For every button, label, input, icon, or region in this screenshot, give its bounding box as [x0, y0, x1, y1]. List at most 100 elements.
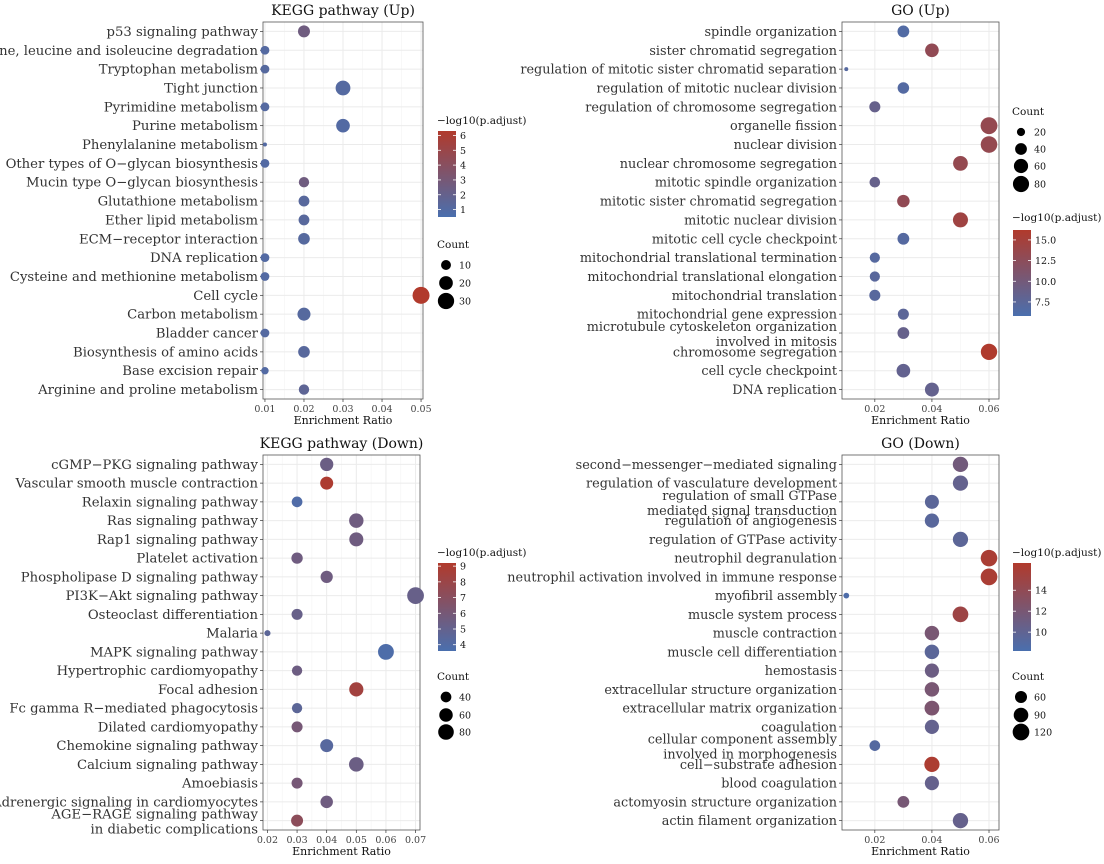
data-point	[952, 606, 969, 623]
y-tick-label-line: regulation of small GTPase	[662, 489, 837, 504]
data-point	[952, 475, 969, 491]
data-point	[924, 756, 940, 772]
y-tick-label: mitochondrial translational termination	[580, 251, 837, 266]
color-legend-tick-label: 5	[460, 625, 466, 636]
data-point	[260, 158, 270, 168]
y-tick-label: actin filament organization	[662, 814, 837, 829]
data-point	[925, 43, 939, 58]
y-tick-label: PI3K−Akt signaling pathway	[66, 589, 259, 604]
y-tick-label: blood coagulation	[721, 777, 837, 792]
x-tick-label: 0.04	[316, 835, 337, 846]
y-tick-label: Rap1 signaling pathway	[97, 533, 259, 548]
size-legend: Count 10 20 30	[437, 239, 471, 310]
color-legend-tick-label: 1	[460, 205, 466, 216]
size-legend-key	[1013, 707, 1029, 723]
x-tick-label: 0.02	[864, 835, 885, 846]
data-point	[952, 531, 969, 547]
y-tick-label: Platelet activation	[136, 552, 258, 567]
data-point	[924, 513, 940, 528]
x-axis-label: Enrichment Ratio	[871, 414, 970, 427]
y-tick-label: Malaria	[206, 627, 258, 642]
data-point	[320, 739, 334, 753]
data-point	[260, 328, 270, 338]
plot-area	[842, 22, 999, 399]
size-legend-label: 10	[459, 261, 471, 272]
panel-title: KEGG pathway (Up)	[271, 3, 415, 19]
panel-go_down: GO (Down) second−messenger−mediated signa…	[507, 436, 1101, 858]
y-tick-label-line: microtubule cytoskeleton organization	[587, 320, 837, 335]
data-point	[291, 721, 303, 733]
x-tick-label: 0.02	[257, 835, 278, 846]
data-point	[291, 496, 303, 508]
color-legend-tick-label: 4	[460, 640, 466, 651]
size-legend-title: Count	[437, 671, 470, 683]
data-point	[298, 384, 310, 395]
y-tick-label: extracellular structure organization	[604, 683, 837, 698]
y-tick-label-line: involved in mitosis	[716, 335, 837, 350]
y-tick-label: Osteoclast differentiation	[88, 608, 259, 623]
color-legend-tick-label: 9	[460, 562, 466, 573]
y-tick-label-line: involved in morphogenesis	[663, 748, 837, 763]
x-axis-label: Enrichment Ratio	[871, 845, 970, 858]
x-tick-label: 0.03	[332, 404, 353, 415]
data-point	[869, 740, 881, 751]
x-tick-label: 0.04	[371, 404, 392, 415]
panel-kegg_down: KEGG pathway (Down)cGMP−PKG signaling pa…	[0, 436, 526, 858]
y-tick-label: Mucin type O−glycan biosynthesis	[26, 176, 258, 191]
y-tick-label: neutrophil degranulation	[674, 552, 837, 567]
y-tick-label: mitochondrial translation	[672, 289, 837, 304]
y-tick-label: extracellular matrix organization	[622, 702, 837, 717]
data-point	[869, 101, 881, 113]
y-tick-label: sister chromatid segregation	[649, 44, 837, 59]
data-point	[349, 682, 364, 697]
y-tick-label: Phospholipase D signaling pathway	[21, 570, 259, 585]
y-tick-label: DNA replication	[732, 383, 837, 398]
data-point	[262, 142, 267, 147]
data-point	[924, 700, 940, 716]
data-point	[260, 64, 270, 74]
y-tick-label: nuclear division	[734, 138, 837, 153]
size-legend-key	[440, 691, 452, 703]
y-tick-label: DNA replication	[150, 251, 259, 266]
data-point	[897, 232, 910, 245]
y-tick-label: regulation of angiogenesis	[665, 514, 837, 529]
y-tick-label: Biosynthesis of amino acids	[73, 345, 258, 360]
x-tick-label: 0.02	[864, 404, 885, 415]
data-point	[291, 777, 303, 789]
y-tick-label: Amoebiasis	[181, 777, 258, 792]
data-point	[298, 346, 310, 358]
data-point	[924, 625, 940, 641]
y-tick-label: spindle organization	[704, 25, 837, 40]
y-tick-label: p53 signaling pathway	[107, 25, 259, 40]
y-tick-label: Carbon metabolism	[127, 308, 258, 323]
color-legend-tick-label: 6	[460, 131, 466, 142]
data-point	[298, 177, 310, 188]
y-tick-label: Ether lipid metabolism	[105, 213, 259, 228]
color-legend-tick-label: 3	[460, 175, 466, 186]
y-tick-label: cell−substrate adhesion	[680, 758, 837, 773]
x-tick-label: 0.06	[978, 835, 999, 846]
y-tick-label: mitochondrial translational elongation	[587, 270, 837, 285]
y-tick-label: second−messenger−mediated signaling	[576, 458, 837, 473]
y-tick-label: Arginine and proline metabolism	[37, 383, 258, 398]
panel-go_up: GO (Up) spindle organization sister chroma…	[520, 3, 1101, 427]
y-tick-label: nuclear chromosome segregation	[620, 157, 837, 172]
color-legend-tick-label: 7	[460, 593, 466, 604]
y-tick-label: chromosome segregation	[673, 345, 837, 360]
y-tick-label: Calcium signaling pathway	[77, 758, 259, 773]
size-legend-label: 30	[459, 297, 471, 308]
y-tick-label: Focal adhesion	[158, 683, 259, 698]
y-tick-label: Cell cycle	[193, 289, 258, 304]
color-legend-title: −log10(p.adjust)	[1012, 547, 1101, 559]
y-tick-label: regulation of GTPase activity	[649, 533, 838, 548]
data-point	[335, 80, 351, 96]
data-point	[320, 476, 334, 490]
y-tick-label: muscle cell differentiation	[667, 645, 837, 660]
y-tick-label: mitotic sister chromatid segregation	[600, 195, 837, 210]
data-point	[924, 682, 940, 697]
color-legend-tick-label: 12	[1035, 607, 1047, 618]
color-legend: −log10(p.adjust) 1 2 3 4 5 6	[437, 115, 526, 217]
y-tick-label: Adrenergic signaling in cardiomyocytes	[0, 795, 258, 810]
panel-border	[841, 454, 1000, 831]
x-tick-label: 0.03	[286, 835, 307, 846]
